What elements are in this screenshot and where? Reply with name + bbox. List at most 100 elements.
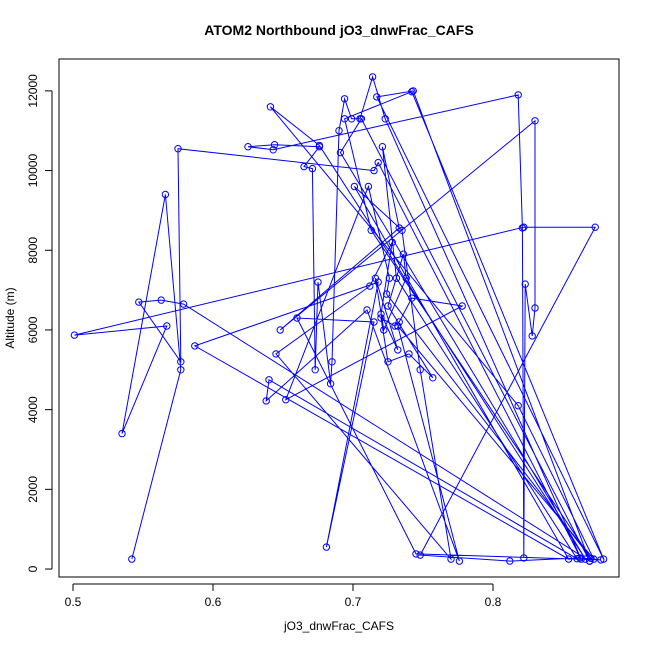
y-tick-label: 12000 <box>26 74 40 108</box>
data-point <box>270 141 279 149</box>
data-point <box>191 342 199 350</box>
data-point <box>163 322 171 330</box>
y-tick-label: 8000 <box>26 237 40 264</box>
x-tick-label: 0.7 <box>345 595 362 609</box>
data-point <box>388 238 396 247</box>
data-point <box>590 555 598 563</box>
y-tick-label: 4000 <box>26 396 40 423</box>
data-point <box>282 396 290 404</box>
data-point <box>599 555 608 563</box>
data-point <box>335 127 343 135</box>
data-point <box>135 298 143 306</box>
y-axis-label: Altitude (m) <box>3 287 17 348</box>
y-tick-label: 0 <box>26 565 40 572</box>
data-point <box>528 332 536 340</box>
data-point <box>506 557 514 565</box>
data-point <box>384 358 392 366</box>
data-point <box>367 226 375 235</box>
data-point <box>458 302 466 310</box>
x-tick-label: 0.6 <box>205 595 222 609</box>
data-point <box>371 274 380 282</box>
data-point <box>315 143 324 151</box>
data-point <box>385 274 394 282</box>
data-point <box>380 326 388 334</box>
data-point <box>363 306 371 314</box>
data-point <box>370 318 378 326</box>
data-point <box>326 380 335 388</box>
data-point <box>308 164 317 173</box>
data-point <box>174 145 182 153</box>
data-point <box>157 296 165 304</box>
data-point <box>118 429 126 438</box>
data-point <box>378 143 387 151</box>
data-point <box>340 95 349 103</box>
data-point <box>177 366 185 374</box>
series-line <box>74 75 605 562</box>
data-point <box>350 182 359 191</box>
data-point <box>377 314 385 322</box>
data-point <box>364 182 373 191</box>
data-point <box>382 290 391 298</box>
data-point <box>455 557 464 565</box>
data-point <box>368 73 377 81</box>
data-point <box>409 87 417 95</box>
data-point <box>381 115 389 123</box>
data-point <box>244 143 252 151</box>
chart-title: ATOM2 Northbound jO3_dnwFrac_CAFS <box>204 22 473 38</box>
data-point <box>531 117 539 125</box>
data-point <box>399 250 408 258</box>
data-point <box>412 550 420 558</box>
data-point <box>408 294 416 302</box>
data-point <box>581 555 590 563</box>
data-point <box>520 554 528 562</box>
data-point <box>272 350 280 358</box>
y-axis: 0 2000 4000 6000 8000 10000 12000 <box>26 74 53 572</box>
data-point <box>405 350 413 358</box>
data-point <box>70 331 79 339</box>
y-tick-label: 10000 <box>26 154 40 188</box>
data-point <box>161 190 170 199</box>
data-point <box>577 555 585 563</box>
data-point <box>265 376 273 384</box>
data-point <box>394 346 402 354</box>
data-point <box>518 224 527 232</box>
data-point <box>322 543 331 551</box>
data-point <box>347 115 356 123</box>
data-point <box>416 366 424 374</box>
data-point <box>514 91 522 99</box>
data-point <box>340 115 349 123</box>
data-point <box>276 326 284 334</box>
data-point <box>311 366 319 374</box>
data-point <box>392 274 401 282</box>
data-point <box>356 115 364 123</box>
data-point <box>377 310 385 318</box>
x-tick-label: 0.5 <box>65 595 82 609</box>
y-tick-label: 2000 <box>26 476 40 503</box>
data-point <box>591 223 599 231</box>
data-point <box>564 555 573 563</box>
data-point <box>366 282 374 290</box>
x-axis: 0.5 0.6 0.7 0.8 <box>65 583 502 609</box>
data-point <box>300 162 308 171</box>
data-point <box>370 166 378 175</box>
data-point <box>336 148 345 157</box>
data-point <box>391 322 399 330</box>
data-point <box>521 280 529 288</box>
data-point <box>402 274 410 282</box>
data-point <box>384 302 392 310</box>
y-tick-label: 6000 <box>26 316 40 343</box>
data-point <box>328 358 336 366</box>
data-point <box>374 158 382 167</box>
data-point <box>531 304 539 312</box>
data-point <box>416 551 424 559</box>
data-point <box>266 103 275 111</box>
data-point <box>395 224 403 232</box>
data-point <box>373 93 381 101</box>
data-point <box>395 318 403 326</box>
x-tick-label: 0.8 <box>485 595 502 609</box>
series-layer <box>70 73 608 565</box>
data-point <box>394 322 402 330</box>
data-point <box>514 402 522 410</box>
data-point <box>585 557 594 565</box>
